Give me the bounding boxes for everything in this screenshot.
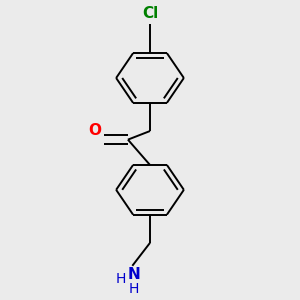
- Text: H: H: [129, 282, 139, 296]
- Text: O: O: [88, 123, 101, 138]
- Text: Cl: Cl: [142, 6, 158, 21]
- Text: N: N: [128, 267, 140, 282]
- Text: H: H: [116, 272, 126, 286]
